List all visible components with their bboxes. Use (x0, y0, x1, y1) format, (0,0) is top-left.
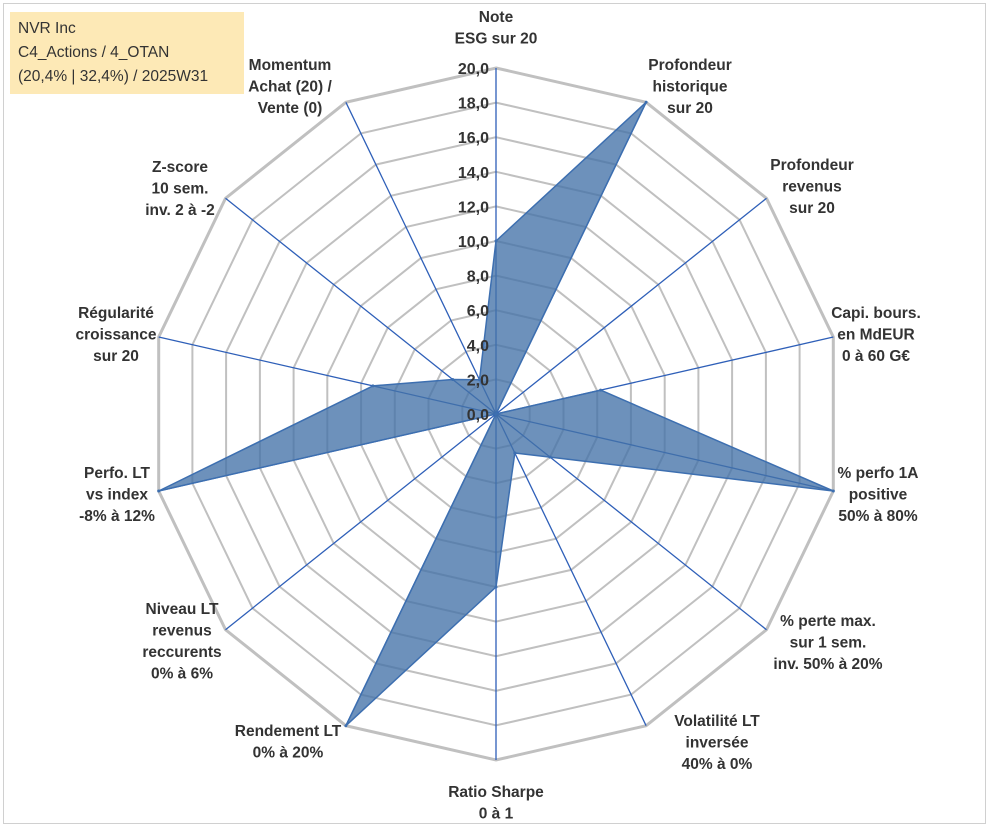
tick-label: 4,0 (467, 338, 489, 355)
info-category: C4_Actions / 4_OTAN (18, 44, 170, 61)
category-label: Profondeur historique sur 20 (648, 57, 732, 117)
category-label: Momentum Achat (20) / Vente (0) (248, 57, 332, 117)
series-layer (157, 100, 835, 728)
category-label: Régularité croissance sur 20 (76, 305, 157, 365)
data-point (371, 384, 375, 388)
data-point (494, 585, 498, 589)
tick-label: 0,0 (467, 407, 489, 424)
data-point (494, 412, 498, 416)
category-label: Capi. bours. en MdEUR 0 à 60 G€ (831, 305, 921, 365)
data-point (644, 100, 648, 104)
axis-spoke (495, 413, 647, 726)
category-label: Rendement LT 0% à 20% (235, 723, 342, 762)
category-label: Perfo. LT vs index -8% à 12% (79, 465, 155, 525)
tick-label: 12,0 (458, 199, 489, 216)
data-point (451, 378, 455, 381)
category-label: Niveau LT revenus reccurents 0% à 6% (142, 601, 221, 683)
category-label: Z-score 10 sem. inv. 2 à -2 (145, 159, 215, 219)
tick-layer: 0,0 2,0 4,0 6,0 8,0 10,0 12,0 14,0 16,0 18,0 20,0 (458, 61, 489, 424)
axis-spoke (345, 102, 497, 415)
tick-label: 16,0 (458, 130, 489, 147)
data-point (548, 455, 552, 459)
data-point (831, 489, 835, 493)
info-box: NVR Inc C4_Actions / 4_OTAN (20,4% | 32,… (10, 12, 244, 94)
axis-spoke (225, 413, 497, 631)
tick-label: 10,0 (458, 234, 489, 251)
category-label: Note ESG sur 20 (455, 9, 538, 48)
data-point (494, 239, 498, 243)
data-point (157, 489, 161, 493)
tick-label: 8,0 (467, 269, 489, 286)
tick-label: 14,0 (458, 165, 489, 182)
info-period: (20,4% | 32,4%) / 2025W31 (18, 68, 209, 85)
info-company: NVR Inc (18, 20, 76, 37)
tick-label: 2,0 (467, 372, 489, 389)
tick-label: 6,0 (467, 303, 489, 320)
category-label: Profondeur revenus sur 20 (770, 157, 854, 217)
data-point (513, 451, 517, 455)
category-label: Volatilité LT inversée 40% à 0% (674, 713, 760, 773)
label-layer: Note ESG sur 20 Profondeur historique sur 20… (76, 9, 921, 823)
data-point (599, 388, 603, 392)
category-label: Ratio Sharpe 0 à 1 (448, 784, 544, 823)
axis-spoke (495, 197, 767, 415)
tick-label: 18,0 (458, 96, 489, 113)
tick-label: 20,0 (458, 61, 489, 78)
data-point (478, 378, 481, 382)
data-point (344, 724, 348, 728)
category-label: % perfo 1A positive 50% à 80% (838, 465, 919, 525)
category-label: % perte max. sur 1 sem. inv. 50% à 20% (773, 613, 882, 673)
axis-spoke (225, 197, 497, 415)
